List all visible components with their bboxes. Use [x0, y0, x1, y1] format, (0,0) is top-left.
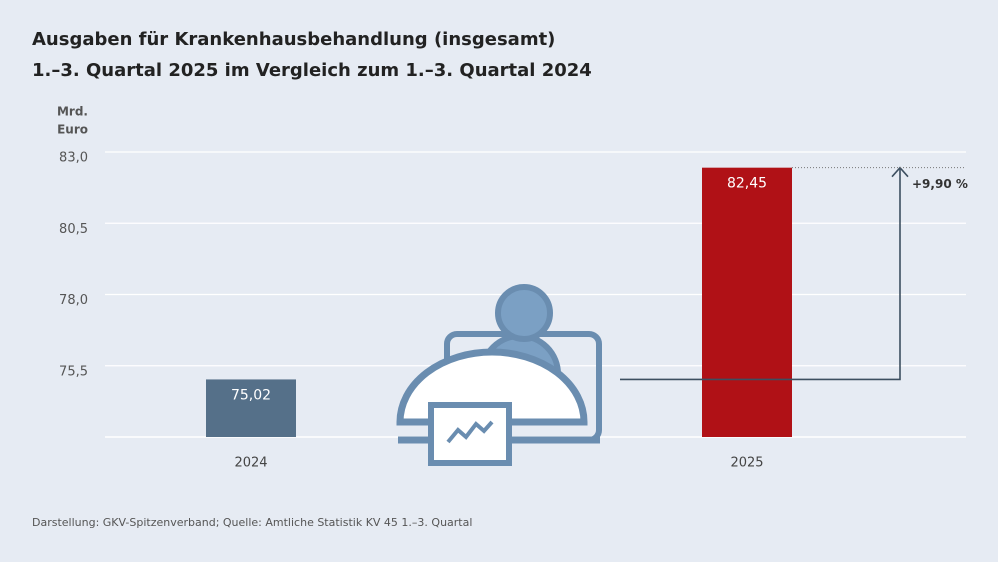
y-tick-label: 78,0 [59, 293, 88, 308]
change-annotation: +9,90 % [912, 177, 968, 191]
value-label: 75,02 [231, 387, 271, 403]
y-axis-label: Mrd. [57, 105, 88, 119]
x-tick-label: 2024 [234, 456, 267, 471]
illustration [396, 284, 602, 466]
marks: 2024 75,02 2025 82,45 +9,90 % [206, 166, 968, 471]
x-tick-label: 2025 [730, 456, 763, 471]
value-label: 82,45 [727, 176, 767, 192]
y-tick-label: 75,5 [59, 364, 88, 379]
change-arrow [620, 167, 901, 381]
y-tick-label: 83,0 [59, 151, 88, 166]
chart-title: Ausgaben für Krankenhausbehandlung (insg… [32, 29, 555, 50]
y-axis-label: Euro [57, 123, 88, 137]
bar [702, 167, 792, 438]
head [495, 284, 553, 342]
trend [446, 420, 494, 444]
y-tick-label: 80,5 [59, 222, 88, 237]
source: Darstellung: GKV-Spitzenverband; Quelle:… [32, 516, 472, 529]
bar [206, 379, 296, 437]
chart-subtitle: 1.–3. Quartal 2025 im Vergleich zum 1.–3… [32, 60, 592, 81]
